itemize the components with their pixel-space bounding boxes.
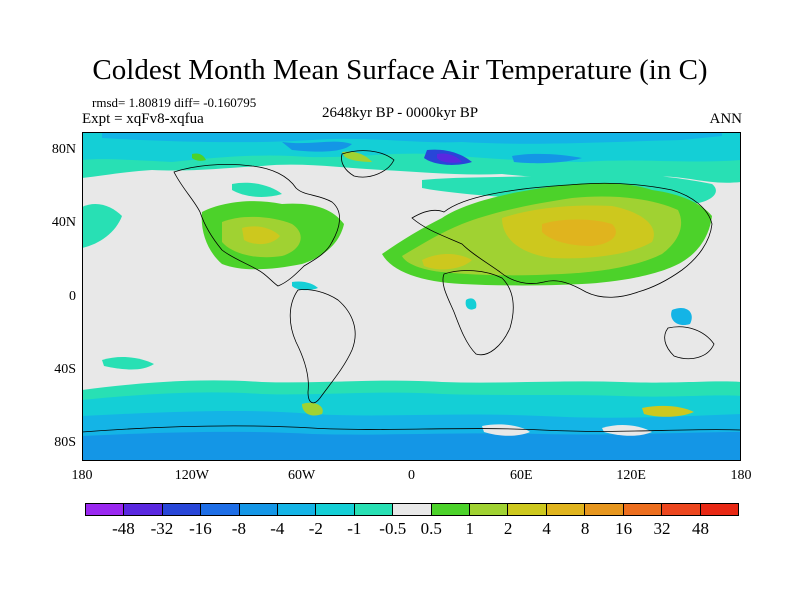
- colorbar-swatch: [546, 504, 586, 515]
- colorbar-swatch: [623, 504, 663, 515]
- colorbar-swatch: [508, 504, 547, 515]
- canada-cool-patch: [232, 182, 282, 197]
- temperature-map: [82, 132, 741, 461]
- season-label: ANN: [709, 111, 743, 127]
- colorbar-label: -8: [231, 519, 246, 538]
- colorbar-label: -16: [189, 519, 212, 538]
- x-tick-label: 0: [408, 468, 415, 483]
- colorbar-label: -0.5: [379, 519, 407, 538]
- x-tick-label: 120W: [174, 468, 209, 483]
- coastlines: [82, 150, 741, 433]
- x-tick-label: 180: [730, 468, 752, 483]
- colorbar-label: 8: [580, 519, 590, 538]
- stats-text: rmsd= 1.80819 diff= -0.160795: [92, 95, 257, 110]
- colorbar-label: -2: [308, 519, 323, 538]
- colorbar-swatch: [86, 504, 125, 515]
- x-tick-label: 180: [71, 468, 93, 483]
- x-tick-label: 60W: [288, 468, 316, 483]
- colorbar-swatch: [431, 504, 471, 515]
- x-tick-label: 60E: [510, 468, 533, 483]
- experiment-label: Expt = xqFv8-xqfua: [82, 111, 204, 127]
- colorbar-label: 1: [465, 519, 474, 538]
- x-tick-label: 120E: [616, 468, 646, 483]
- colorbar-label: -1: [347, 519, 362, 538]
- colorbar-swatch: [162, 504, 202, 515]
- colorbar-swatch: [470, 504, 509, 515]
- colorbar-label: 0.5: [420, 519, 442, 538]
- africa-cool-spot: [465, 298, 477, 310]
- colorbar-label: -32: [150, 519, 174, 538]
- map-title: Coldest Month Mean Surface Air Temperatu…: [92, 54, 708, 86]
- map-plot-area: [82, 132, 741, 461]
- arctic-anomaly: [82, 132, 741, 183]
- colorbar-swatch: [393, 504, 432, 515]
- colorbar-swatch: [700, 504, 738, 515]
- eurasia-africa-anomaly: [382, 183, 712, 286]
- maritime-cool-spot: [671, 307, 692, 326]
- colorbar-swatch: [278, 504, 317, 515]
- colorbar-label: -4: [270, 519, 285, 538]
- colorbar-label: 32: [653, 519, 671, 538]
- colorbar-label: 2: [503, 519, 513, 538]
- colorbar-label: 4: [542, 519, 551, 538]
- period-label: 2648kyr BP - 0000kyr BP: [321, 105, 479, 121]
- y-tick-label: 80N: [51, 142, 76, 158]
- pacific-cool-patch: [82, 203, 122, 248]
- colorbar-swatch: [354, 504, 394, 515]
- colorbar-swatch: [585, 504, 624, 515]
- colorbar-swatch: [201, 504, 240, 515]
- colorbar: [85, 503, 739, 516]
- colorbar-label: 16: [615, 519, 633, 538]
- colorbar-swatch: [662, 504, 701, 515]
- north-america-anomaly: [201, 201, 344, 270]
- colorbar-swatch: [239, 504, 279, 515]
- colorbar-label: -48: [112, 519, 135, 538]
- colorbar-swatch: [124, 504, 163, 515]
- colorbar-label: 48: [692, 519, 710, 538]
- southern-ocean-anomaly: [82, 357, 741, 461]
- colorbar-swatch: [316, 504, 355, 515]
- y-tick-label: 0: [69, 288, 76, 304]
- y-tick-label: 40S: [54, 361, 76, 377]
- y-tick-label: 40N: [51, 215, 76, 231]
- y-tick-label: 80S: [54, 434, 76, 450]
- caribbean-cool-spot: [292, 281, 318, 291]
